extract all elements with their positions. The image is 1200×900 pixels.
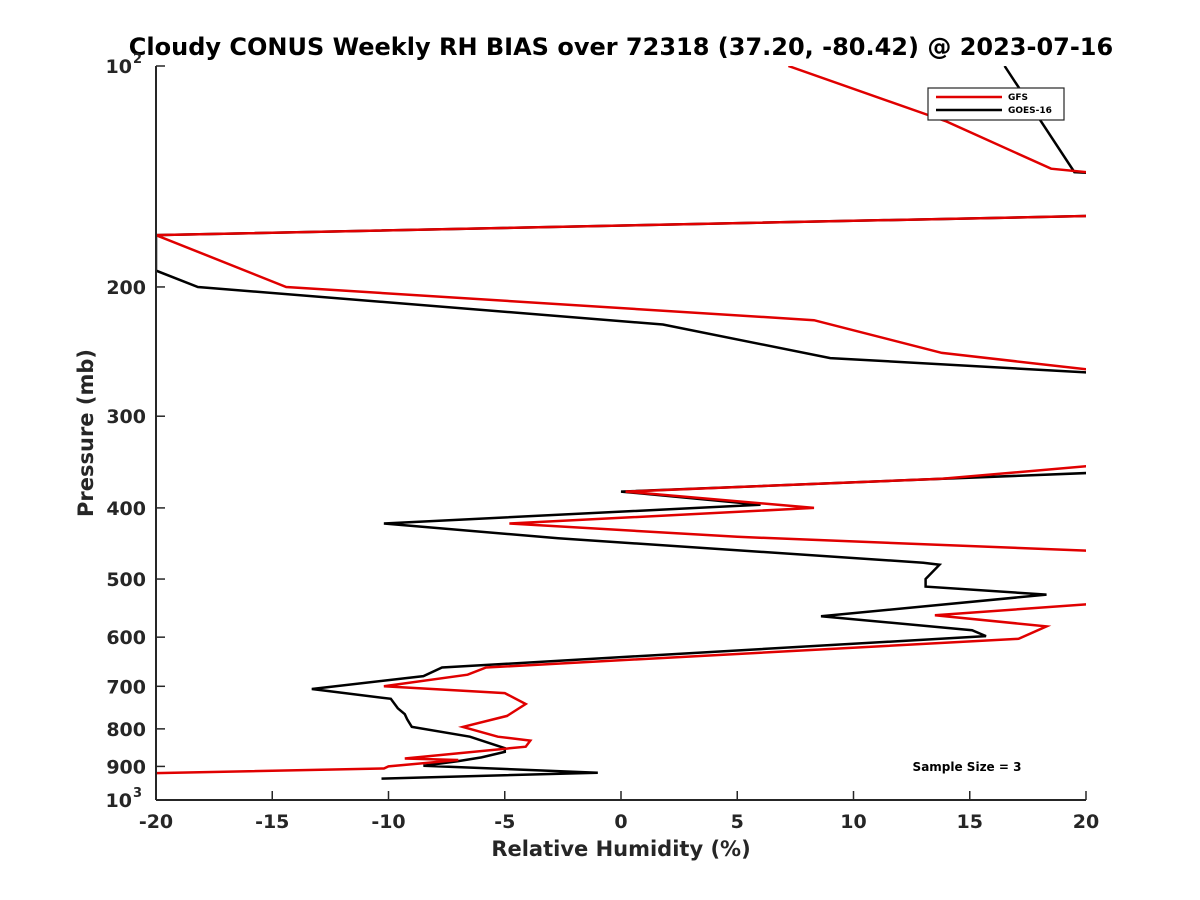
y-tick-label: 600 [106,627,146,649]
series-layer [156,66,1086,780]
x-tick-label: 20 [1073,811,1099,833]
y-tick-label: 200 [106,277,146,299]
y-tick-label: 800 [106,719,146,741]
legend: GFS GOES-16 [927,87,1065,121]
y-tick-label: 500 [106,569,146,591]
x-tick-label: -10 [371,811,405,833]
x-tick-label: -20 [139,811,173,833]
x-tick-label: -15 [255,811,289,833]
series-line-gfs [156,66,1086,775]
plot-area [156,66,1086,800]
x-tick-label: 5 [731,811,744,833]
y-tick-label: 10 [106,56,132,78]
y-axis-label: Pressure (mb) [74,349,98,517]
chart-title: Cloudy CONUS Weekly RH BIAS over 72318 (… [129,33,1113,61]
y-tick-label: 400 [106,498,146,520]
y-tick-label: 10 [106,790,132,812]
y-tick-label: 900 [106,756,146,778]
legend-label-goes16: GOES-16 [1008,106,1052,116]
legend-box [927,87,1065,121]
y-tick-exponent: 3 [133,786,142,801]
y-tick-label: 300 [106,406,146,428]
x-tick-label: -5 [494,811,515,833]
sample-size-annotation: Sample Size = 3 [913,760,1022,774]
x-axis-label: Relative Humidity (%) [491,837,750,861]
y-tick-exponent: 2 [133,52,142,67]
series-line-goes16 [156,66,1086,780]
x-ticks: -20 -15 -10 -5 0 5 10 15 20 [139,791,1099,833]
x-tick-label: 0 [614,811,627,833]
x-tick-label: 15 [957,811,983,833]
y-tick-label: 700 [106,676,146,698]
x-tick-label: 10 [840,811,866,833]
legend-label-gfs: GFS [1008,93,1028,103]
